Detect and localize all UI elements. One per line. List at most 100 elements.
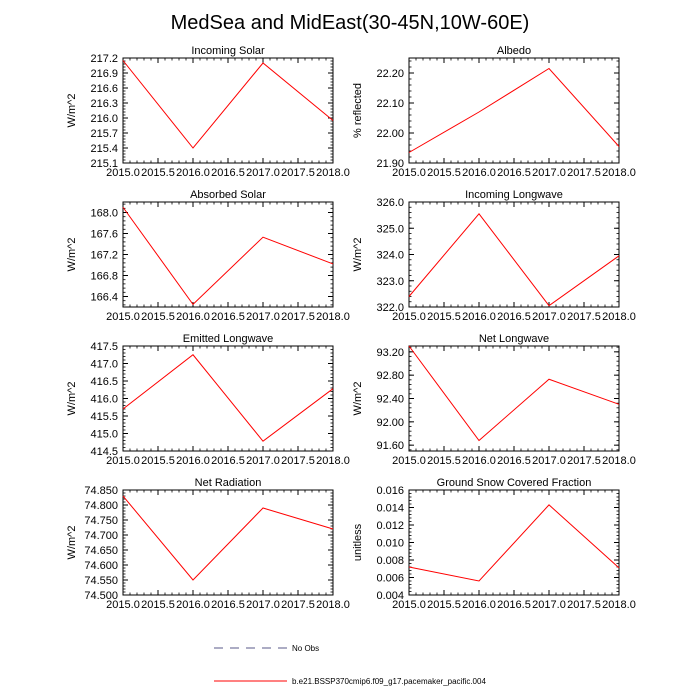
panel-title: Incoming Longwave: [465, 189, 563, 201]
x-tick-label: 2015.5: [427, 311, 461, 323]
y-tick-label: 0.014: [376, 503, 404, 515]
main-title: MedSea and MidEast(30-45N,10W-60E): [171, 12, 530, 34]
x-tick-label: 2015.5: [427, 455, 461, 467]
y-axis-label: W/m^2: [66, 526, 78, 560]
plot-frame: [122, 489, 334, 596]
x-tick-label: 2015.0: [392, 167, 426, 179]
y-tick-label: 416.0: [90, 394, 118, 406]
x-tick-label: 2016.0: [462, 599, 496, 611]
x-tick-label: 2018.0: [602, 167, 636, 179]
panel-title: Albedo: [497, 45, 531, 57]
y-tick-label: 0.010: [376, 538, 404, 550]
x-tick-label: 2017.0: [532, 455, 566, 467]
series-line: [408, 67, 620, 153]
legend-item-no-obs: No Obs: [214, 644, 319, 653]
y-tick-label: 215.4: [90, 143, 118, 155]
x-tick-label: 2016.5: [497, 167, 531, 179]
x-tick-label: 2016.5: [211, 455, 245, 467]
y-tick-label: 91.60: [376, 440, 404, 452]
x-tick-label: 2016.0: [462, 455, 496, 467]
y-tick-label: 74.600: [84, 560, 118, 572]
y-tick-label: 0.004: [376, 590, 404, 602]
x-tick-label: 2017.5: [567, 599, 601, 611]
x-tick-label: 2017.0: [246, 167, 280, 179]
x-tick-label: 2017.0: [532, 599, 566, 611]
y-tick-label: 324.0: [376, 250, 404, 262]
panel-ground-snow-covered-fraction: Ground Snow Covered Fraction unitless 2015…: [352, 477, 636, 611]
y-tick-label: 92.40: [376, 394, 404, 406]
x-tick-label: 2018.0: [316, 455, 350, 467]
series-line: [408, 213, 620, 307]
panel-title: Ground Snow Covered Fraction: [437, 477, 592, 489]
y-tick-label: 215.7: [90, 128, 118, 140]
x-tick-label: 2016.5: [497, 311, 531, 323]
x-tick-label: 2016.0: [176, 599, 210, 611]
panel-title: Net Radiation: [195, 477, 262, 489]
y-tick-label: 0.008: [376, 555, 404, 567]
x-tick-label: 2016.0: [176, 167, 210, 179]
legend-label: b.e21.BSSP370cmip6.f09_g17.pacemaker_pac…: [292, 677, 486, 686]
y-tick-label: 416.5: [90, 376, 118, 388]
x-tick-label: 2017.5: [281, 455, 315, 467]
x-tick-label: 2017.0: [246, 455, 280, 467]
x-tick-label: 2015.0: [392, 455, 426, 467]
panel-title: Emitted Longwave: [183, 333, 274, 345]
x-tick-label: 2015.5: [427, 167, 461, 179]
x-tick-label: 2017.0: [532, 311, 566, 323]
y-tick-label: 415.0: [90, 429, 118, 441]
panel-net-longwave: Net Longwave W/m^2 2015.0 2015.5 2016.0 2016.…: [352, 333, 636, 467]
x-tick-label: 2017.5: [281, 599, 315, 611]
plot-frame: [122, 201, 334, 308]
y-axis-label: W/m^2: [352, 382, 364, 416]
y-tick-label: 216.3: [90, 98, 118, 110]
y-tick-label: 0.012: [376, 520, 404, 532]
series-line: [122, 495, 334, 581]
y-tick-label: 417.5: [90, 341, 118, 353]
panel-incoming-longwave: Incoming Longwave W/m^2 2015.0 2015.5 2016.0…: [352, 189, 636, 323]
x-tick-label: 2016.0: [176, 311, 210, 323]
y-tick-label: 22.00: [376, 128, 404, 140]
y-axis-label: W/m^2: [66, 382, 78, 416]
y-tick-label: 166.8: [90, 271, 118, 283]
x-tick-label: 2015.5: [427, 599, 461, 611]
panel-title: Net Longwave: [479, 333, 549, 345]
plot-frame: [122, 57, 334, 164]
y-tick-label: 22.10: [376, 98, 404, 110]
x-tick-label: 2017.5: [281, 167, 315, 179]
y-tick-label: 215.1: [90, 158, 118, 170]
y-axis-label: W/m^2: [66, 94, 78, 128]
y-tick-label: 0.016: [376, 485, 404, 497]
x-tick-label: 2017.5: [567, 311, 601, 323]
x-tick-label: 2015.0: [106, 311, 140, 323]
y-tick-label: 216.9: [90, 68, 118, 80]
x-tick-label: 2017.0: [246, 311, 280, 323]
y-tick-label: 74.750: [84, 515, 118, 527]
y-tick-label: 22.20: [376, 68, 404, 80]
y-tick-label: 92.00: [376, 417, 404, 429]
plot-frame: [408, 57, 620, 164]
y-tick-label: 74.800: [84, 500, 118, 512]
y-tick-label: 417.0: [90, 359, 118, 371]
series-line: [122, 206, 334, 306]
y-tick-label: 74.850: [84, 485, 118, 497]
x-tick-label: 2017.0: [532, 167, 566, 179]
y-tick-label: 93.20: [376, 347, 404, 359]
panel-albedo: Albedo % reflected 2015.0 2015.5 2016.0 2016.…: [352, 45, 636, 179]
legend-item-b-e21-bssp370cmip6-f09-g: b.e21.BSSP370cmip6.f09_g17.pacemaker_pac…: [214, 677, 486, 686]
y-axis-label: % reflected: [352, 83, 364, 138]
y-tick-label: 167.6: [90, 229, 118, 241]
x-tick-label: 2016.5: [211, 167, 245, 179]
y-tick-label: 74.700: [84, 530, 118, 542]
x-tick-label: 2016.5: [497, 599, 531, 611]
x-tick-label: 2016.0: [462, 167, 496, 179]
x-tick-label: 2018.0: [602, 455, 636, 467]
x-tick-label: 2017.5: [281, 311, 315, 323]
y-tick-label: 0.006: [376, 573, 404, 585]
y-axis-label: W/m^2: [352, 238, 364, 272]
y-tick-label: 74.500: [84, 590, 118, 602]
y-tick-label: 414.5: [90, 446, 118, 458]
x-tick-label: 2015.0: [392, 311, 426, 323]
